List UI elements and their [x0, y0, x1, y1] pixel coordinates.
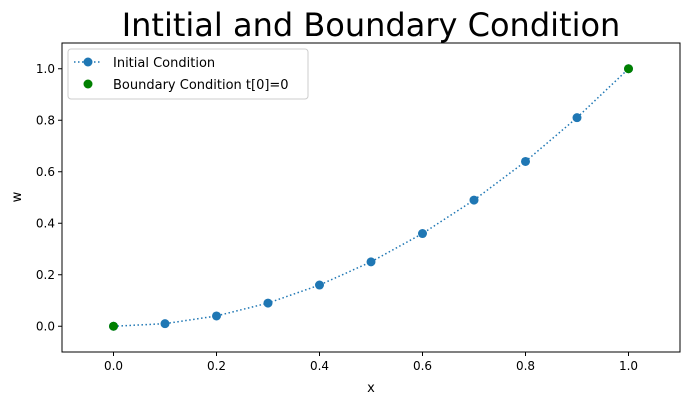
initial-condition-point — [418, 229, 427, 239]
y-tick-label: 0.2 — [36, 268, 55, 282]
y-tick-label: 0.4 — [36, 216, 55, 230]
initial-condition-point — [212, 311, 221, 321]
y-tick-label: 1.0 — [36, 62, 55, 76]
x-axis: 0.0 0.2 0.4 0.6 0.8 1.0 — [104, 352, 638, 373]
legend: Initial Condition Boundary Condition t[0… — [67, 48, 309, 100]
y-tick-label: 0.0 — [36, 319, 55, 333]
legend-marker-initial — [83, 57, 93, 67]
initial-condition-point — [160, 319, 170, 329]
x-tick-label: 0.2 — [207, 359, 226, 373]
initial-condition-point — [469, 195, 479, 205]
boundary-condition-point — [109, 321, 118, 331]
x-tick-label: 1.0 — [619, 359, 638, 373]
chart-title: Intitial and Boundary Condition — [122, 6, 621, 44]
initial-condition-point — [315, 280, 324, 290]
initial-condition-point — [263, 298, 273, 308]
legend-label-initial: Initial Condition — [113, 56, 215, 71]
initial-condition-point — [572, 113, 582, 123]
initial-condition-point — [366, 257, 376, 267]
x-tick-label: 0.4 — [310, 359, 329, 373]
x-tick-label: 0.8 — [516, 359, 535, 373]
initial-condition-point — [521, 156, 530, 166]
series-layer — [109, 64, 633, 331]
legend-marker-boundary — [83, 79, 93, 89]
y-tick-label: 0.6 — [36, 165, 55, 179]
x-tick-label: 0.6 — [413, 359, 432, 373]
x-tick-label: 0.0 — [104, 359, 123, 373]
y-axis: 0.0 0.2 0.4 0.6 0.8 1.0 — [36, 62, 62, 333]
y-axis-label: w — [10, 191, 25, 202]
boundary-condition-point — [624, 64, 633, 74]
legend-label-boundary: Boundary Condition t[0]=0 — [113, 78, 289, 93]
x-axis-label: x — [367, 381, 375, 396]
y-tick-label: 0.8 — [36, 113, 55, 127]
legend-box — [67, 48, 309, 100]
